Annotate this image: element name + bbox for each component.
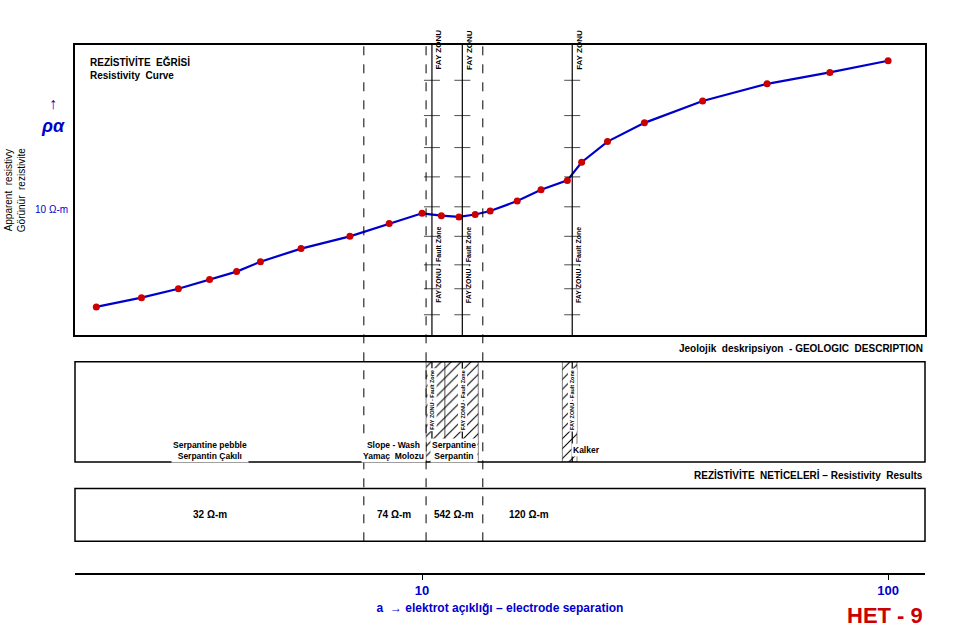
svg-text:FAY ZONU: FAY ZONU — [465, 30, 474, 70]
svg-text:Slope - WashYamaç Molozu: Slope - WashYamaç Molozu — [363, 440, 424, 461]
svg-text:120 Ω-m: 120 Ω-m — [509, 509, 549, 520]
svg-text:REZİSTİVİTE EĞRİSİResistivity: REZİSTİVİTE EĞRİSİResistivity Curve — [90, 56, 190, 81]
svg-text:↑: ↑ — [49, 95, 57, 112]
svg-text:FAY ZONU - Fault Zone: FAY ZONU - Fault Zone — [575, 227, 582, 303]
svg-text:Serpantine pebbleSerpantin Çak: Serpantine pebbleSerpantin Çakılı — [173, 440, 247, 461]
svg-text:REZİSTİVİTE NETİCELERİ – Resi: REZİSTİVİTE NETİCELERİ – Resistivity Res… — [694, 469, 923, 481]
svg-text:FAY ZONU - Fault Zone: FAY ZONU - Fault Zone — [465, 227, 472, 303]
svg-text:FAY ZONU - Fault Zone: FAY ZONU - Fault Zone — [460, 370, 466, 430]
svg-text:SerpantineSerpantin: SerpantineSerpantin — [432, 440, 476, 461]
svg-text:FAY ZONU: FAY ZONU — [434, 30, 443, 70]
svg-text:FAY ZONU: FAY ZONU — [575, 30, 584, 70]
svg-text:HET - 9: HET - 9 — [847, 603, 923, 628]
svg-text:FAY ZONU - Fault Zone: FAY ZONU - Fault Zone — [429, 370, 435, 430]
svg-text:10 Ω-m: 10 Ω-m — [35, 204, 68, 215]
svg-text:ρα: ρα — [41, 116, 65, 136]
svg-text:Jeolojik deskripsiyon - GEOL: Jeolojik deskripsiyon - GEOLOGIC DESCRIP… — [679, 343, 923, 354]
svg-text:10: 10 — [415, 583, 429, 598]
svg-text:542 Ω-m: 542 Ω-m — [434, 509, 474, 520]
svg-text:FAY ZONU - Fault Zone: FAY ZONU - Fault Zone — [435, 226, 442, 302]
svg-text:32 Ω-m: 32 Ω-m — [193, 509, 227, 520]
svg-text:100: 100 — [877, 583, 899, 598]
svg-text:Apparent resistivyGörünür re: Apparent resistivyGörünür rezistivite — [3, 148, 27, 232]
svg-text:FAY ZONU - Fault Zone: FAY ZONU - Fault Zone — [569, 370, 575, 430]
svg-text:Kalker: Kalker — [573, 445, 600, 455]
svg-text:a → elektrot açıklığı – elect: a → elektrot açıklığı – electrode separa… — [377, 601, 624, 615]
svg-text:74 Ω-m: 74 Ω-m — [377, 509, 411, 520]
